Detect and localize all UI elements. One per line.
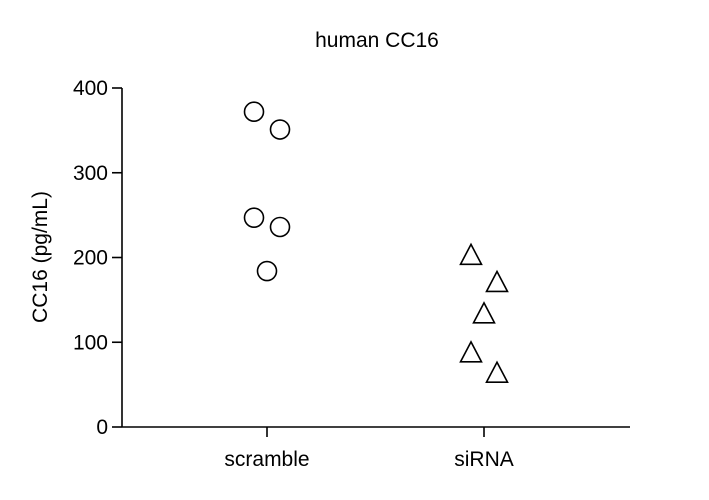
chart-title: human CC16 bbox=[315, 29, 439, 52]
y-axis-ticks: 0 100 200 300 400 bbox=[73, 77, 122, 439]
data-point-triangle bbox=[485, 360, 509, 383]
data-point-circle bbox=[269, 119, 291, 140]
data-point-circle bbox=[243, 207, 265, 228]
data-point-circle bbox=[269, 216, 291, 238]
data-point-circle bbox=[243, 101, 265, 123]
y-tick-label: 200 bbox=[73, 247, 108, 270]
y-tick-label: 400 bbox=[73, 77, 108, 100]
data-point-circle bbox=[256, 260, 278, 282]
x-axis-ticks: scramble siRNA bbox=[224, 427, 514, 471]
data-point-triangle bbox=[459, 340, 483, 363]
data-point-triangle bbox=[459, 242, 483, 266]
data-points bbox=[243, 101, 509, 383]
x-category-label: scramble bbox=[224, 448, 309, 471]
y-tick-label: 100 bbox=[73, 331, 108, 354]
y-tick-label: 300 bbox=[73, 162, 108, 185]
y-axis-label: CC16 (pg/mL) bbox=[29, 191, 52, 323]
data-point-triangle bbox=[472, 301, 496, 324]
y-tick-label: 0 bbox=[96, 416, 108, 439]
data-point-triangle bbox=[485, 269, 509, 293]
x-category-label: siRNA bbox=[454, 448, 514, 471]
